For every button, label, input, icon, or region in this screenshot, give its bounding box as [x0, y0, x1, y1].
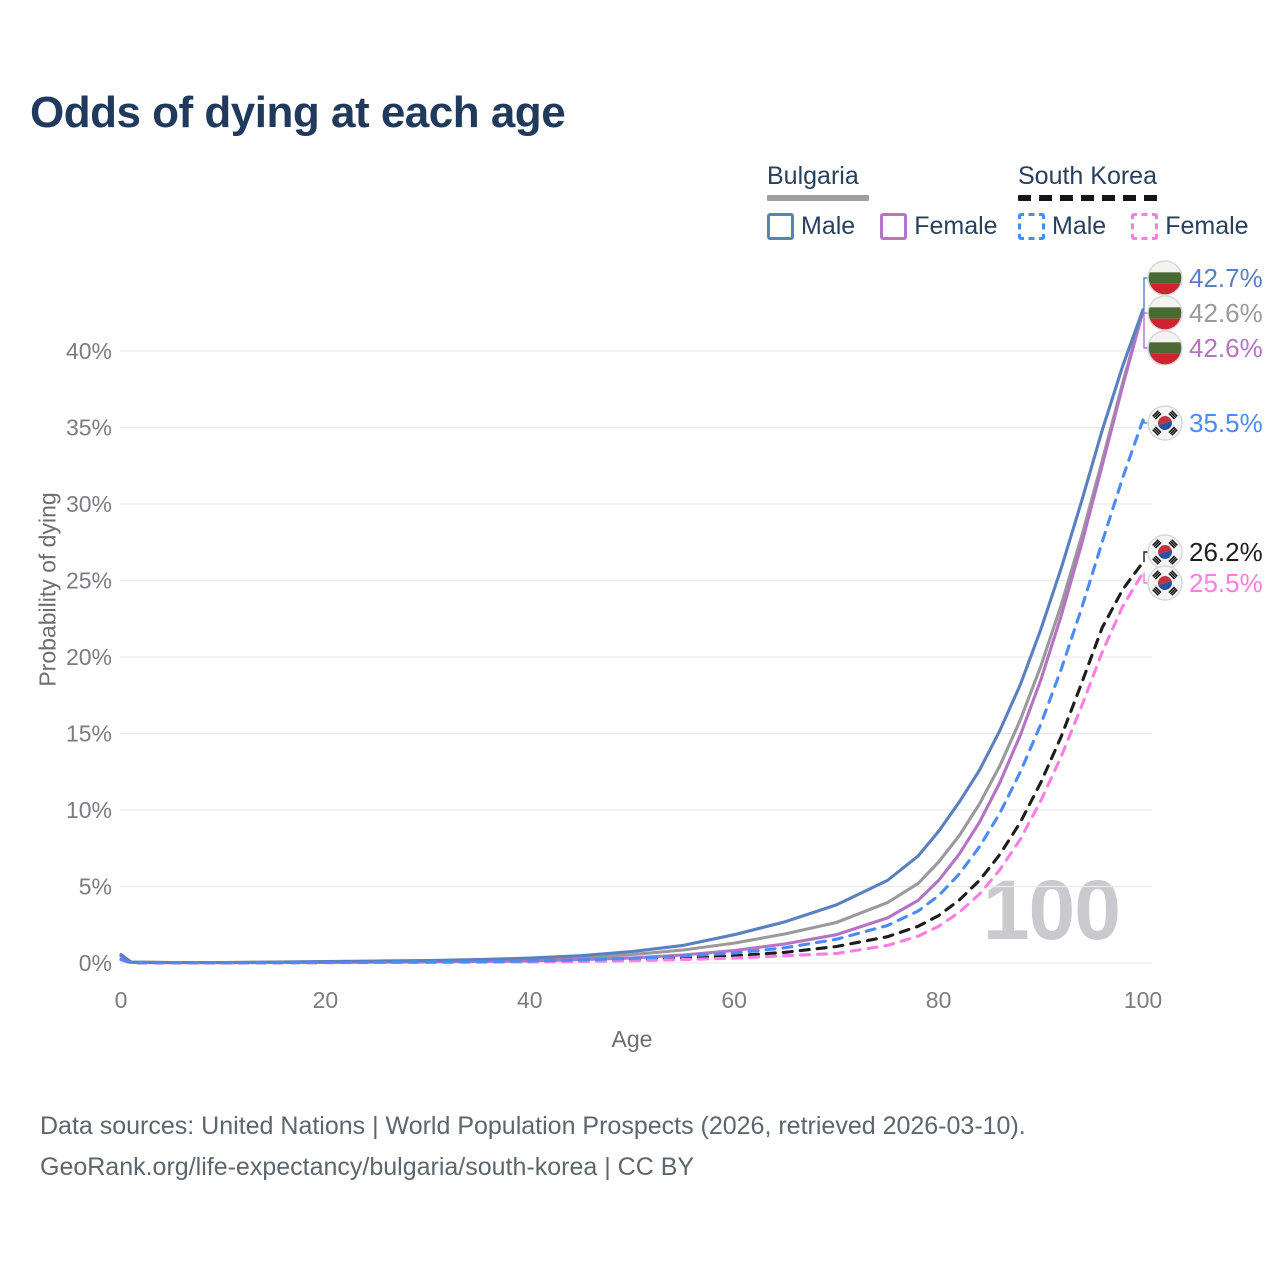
- connector-southkorea-both: [1143, 551, 1149, 563]
- y-tick-5%: 5%: [79, 874, 112, 900]
- y-tick-15%: 15%: [66, 721, 112, 747]
- y-tick-25%: 25%: [66, 568, 112, 594]
- end-label-southkorea-female: 25.5%: [1189, 568, 1263, 598]
- x-axis-title: Age: [611, 1026, 653, 1052]
- footer: Data sources: United Nations | World Pop…: [40, 1106, 1026, 1189]
- legend-group-bulgaria: Bulgaria Male Female: [767, 162, 1023, 241]
- flag-bulgaria: [1148, 296, 1182, 330]
- x-tick-80: 80: [926, 987, 952, 1013]
- y-tick-10%: 10%: [66, 797, 112, 823]
- flag-south-korea: [1147, 534, 1183, 570]
- legend-underline-bulgaria: [767, 195, 869, 201]
- legend-swatch-bulgaria-male[interactable]: [767, 213, 794, 240]
- connector-southkorea-female: [1143, 572, 1149, 584]
- flag-south-korea: [1147, 565, 1183, 601]
- x-tick-20: 20: [313, 987, 339, 1013]
- footer-attribution: GeoRank.org/life-expectancy/bulgaria/sou…: [40, 1153, 695, 1182]
- legend-item-bulgaria-male[interactable]: Male: [801, 212, 856, 240]
- end-label-bulgaria-female: 42.6%: [1189, 333, 1263, 363]
- x-tick-40: 40: [517, 987, 543, 1013]
- y-tick-35%: 35%: [66, 415, 112, 441]
- end-label-bulgaria-both: 42.6%: [1189, 298, 1263, 328]
- y-tick-30%: 30%: [66, 491, 112, 517]
- legend-item-southkorea-female[interactable]: Female: [1165, 212, 1249, 240]
- x-tick-100: 100: [1124, 987, 1162, 1013]
- age-counter-watermark: 100: [982, 863, 1121, 957]
- legend-swatch-southkorea-female[interactable]: [1131, 213, 1159, 240]
- end-label-southkorea-male: 35.5%: [1189, 408, 1263, 438]
- legend-title-southkorea: South Korea: [1018, 162, 1157, 190]
- y-tick-0%: 0%: [79, 950, 112, 976]
- page-title: Odds of dying at each age: [30, 88, 566, 137]
- y-axis-title: Probability of dying: [34, 492, 61, 687]
- flag-south-korea: [1147, 405, 1183, 441]
- y-tick-20%: 20%: [66, 644, 112, 670]
- connector-southkorea-male: [1143, 419, 1149, 424]
- connector-bulgaria-both: [1143, 311, 1149, 314]
- connector-bulgaria-female: [1143, 311, 1149, 349]
- legend-underline-southkorea: [1018, 195, 1162, 201]
- legend-item-bulgaria-female[interactable]: Female: [914, 212, 998, 240]
- flag-bulgaria: [1148, 331, 1182, 365]
- end-label-bulgaria-male: 42.7%: [1189, 263, 1263, 293]
- y-tick-40%: 40%: [66, 338, 112, 364]
- legend-group-southkorea: South Korea Male Female: [1018, 162, 1274, 241]
- x-tick-60: 60: [721, 987, 747, 1013]
- legend-title-bulgaria: Bulgaria: [767, 162, 859, 190]
- flag-bulgaria: [1148, 261, 1182, 295]
- connector-bulgaria-male: [1143, 277, 1149, 310]
- footer-sources: Data sources: United Nations | World Pop…: [40, 1112, 1026, 1140]
- legend-swatch-southkorea-male[interactable]: [1018, 213, 1045, 240]
- legend-item-southkorea-male[interactable]: Male: [1052, 212, 1107, 240]
- legend-swatch-bulgaria-female[interactable]: [880, 213, 908, 240]
- end-label-southkorea-both: 26.2%: [1189, 537, 1263, 567]
- x-tick-0: 0: [115, 987, 128, 1013]
